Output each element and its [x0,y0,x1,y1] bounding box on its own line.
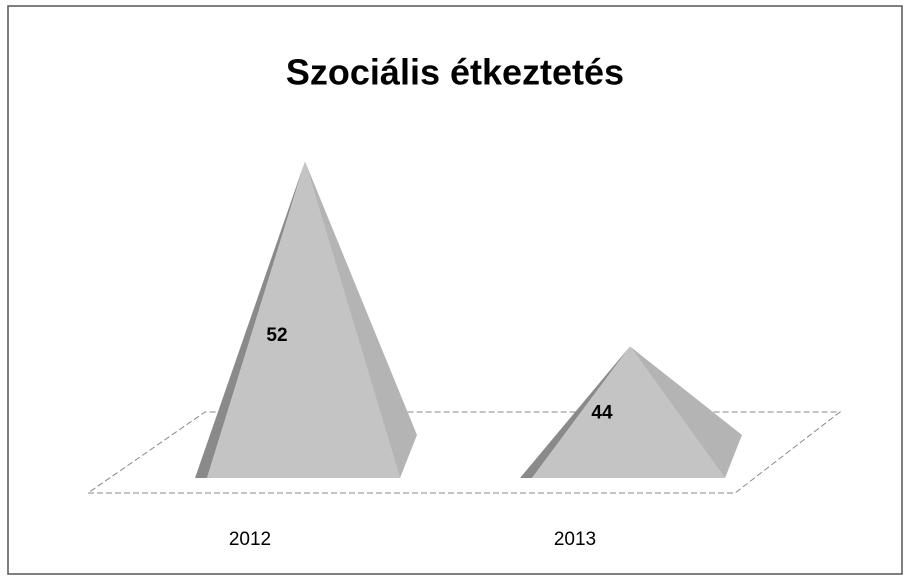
pyramid [520,346,742,478]
pyramid-front-face [532,346,725,478]
x-tick-label: 2012 [229,529,271,550]
pyramid-right-face [630,346,742,478]
pyramid-right-face [305,161,417,478]
data-label: 52 [266,325,287,346]
x-tick-label: 2013 [554,529,596,550]
pyramid-left-face [520,346,630,478]
pyramid [195,161,417,478]
data-label: 44 [591,402,613,423]
pyramid-front-face [207,161,400,478]
pyramid-left-face [195,161,305,478]
chart-title: Szociális étkeztetés [286,52,624,93]
